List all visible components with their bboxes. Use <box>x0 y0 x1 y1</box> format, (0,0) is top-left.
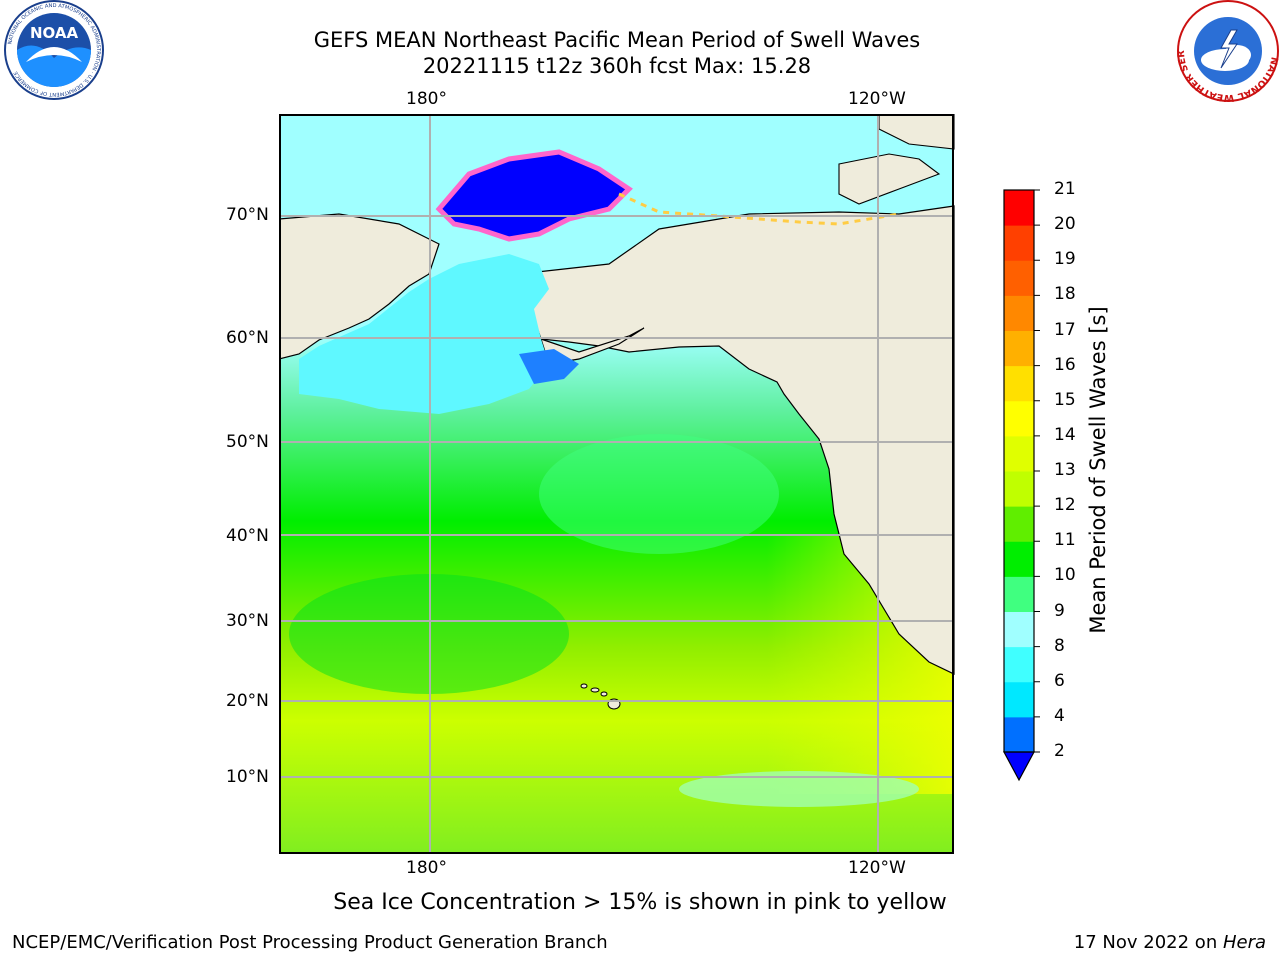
colorbar-tick-label: 19 <box>1054 249 1076 270</box>
lat-label-70n: 70°N <box>226 205 269 225</box>
colorbar-segment <box>1004 260 1034 296</box>
bering-sea-short-period <box>299 254 549 414</box>
footer-date: 17 Nov 2022 on <box>1073 932 1223 953</box>
colorbar-tick-label: 10 <box>1054 565 1076 586</box>
colorbar <box>1002 189 1040 782</box>
footer-host: Hera <box>1222 932 1266 953</box>
colorbar-tick-label: 16 <box>1054 354 1076 375</box>
colorbar-tick-label: 14 <box>1054 424 1076 445</box>
footer-right: 17 Nov 2022 on Hera <box>1074 932 1266 953</box>
colorbar-segment <box>1004 681 1034 718</box>
colorbar-label: Mean Period of Swell Waves [s] <box>1086 306 1110 634</box>
colorbar-tick-label: 12 <box>1054 495 1076 516</box>
colorbar-tick-label: 13 <box>1054 460 1076 480</box>
colorbar-segment <box>1004 576 1034 612</box>
colorbar-tick-label: 6 <box>1054 670 1065 691</box>
lat-label-60n: 60°N <box>226 328 269 348</box>
sea-ice-caption: Sea Ice Concentration > 15% is shown in … <box>333 890 947 915</box>
colorbar-tick-label: 2 <box>1054 741 1065 761</box>
lat-label-50n: 50°N <box>226 432 269 452</box>
colorbar-segment <box>1004 471 1034 507</box>
footer-left: NCEP/EMC/Verification Post Processing Pr… <box>12 932 608 953</box>
lon-label-top-120w: 120°W <box>848 89 906 109</box>
colorbar-segment <box>1004 190 1034 226</box>
sea-ice-area <box>435 149 633 242</box>
map-gridlines <box>279 114 954 854</box>
colorbar-tick-label: 8 <box>1054 635 1065 656</box>
colorbar-under-arrow <box>1002 751 1036 782</box>
short-period-band <box>679 771 919 807</box>
lat-label-40n: 40°N <box>226 526 269 546</box>
siberia-land <box>279 213 440 360</box>
colorbar-tick-label: 20 <box>1054 214 1076 235</box>
lon-label-bottom-120w: 120°W <box>848 858 906 878</box>
chart-subtitle: 20221115 t12z 360h fcst Max: 15.28 <box>422 54 812 78</box>
colorbar-tick-label: 11 <box>1054 530 1076 551</box>
colorbar-tick-label: 4 <box>1054 705 1065 726</box>
colorbar-tick-label: 15 <box>1054 389 1076 410</box>
colorbar-segment <box>1004 400 1034 437</box>
colorbar-segment <box>1004 295 1034 331</box>
colorbar-segment <box>1004 225 1034 261</box>
colorbar-segment <box>1004 611 1034 648</box>
lon-label-top-180: 180° <box>406 89 447 109</box>
colorbar-tick-label: 18 <box>1054 284 1076 305</box>
colorbar-segment <box>1004 646 1034 683</box>
noaa-logo-text: NOAA <box>30 24 79 42</box>
map-frame <box>279 114 954 854</box>
north-america-land <box>518 205 955 675</box>
lat-label-10n: 10°N <box>226 767 269 787</box>
colorbar-segment <box>1004 716 1034 753</box>
colorbar-segment <box>1004 435 1034 472</box>
nws-logo: NATIONAL WEATHER SERVICE <box>1177 0 1280 103</box>
map-panel <box>279 114 955 854</box>
lat-label-30n: 30°N <box>226 611 269 631</box>
colorbar-tick-label: 21 <box>1054 179 1076 199</box>
colorbar-tick-label: 17 <box>1054 319 1076 340</box>
colorbar-segment <box>1004 541 1034 577</box>
lat-label-20n: 20°N <box>226 691 269 711</box>
chart-title: GEFS MEAN Northeast Pacific Mean Period … <box>313 28 921 52</box>
colorbar-segment <box>1004 330 1034 367</box>
noaa-logo: NOAA NATIONAL OCEANIC AND ATMOSPHERIC AD… <box>4 0 104 100</box>
colorbar-segment <box>1004 506 1034 542</box>
colorbar-segment <box>1004 365 1034 402</box>
lon-label-bottom-180: 180° <box>406 858 447 878</box>
colorbar-tick-label: 9 <box>1054 600 1065 621</box>
